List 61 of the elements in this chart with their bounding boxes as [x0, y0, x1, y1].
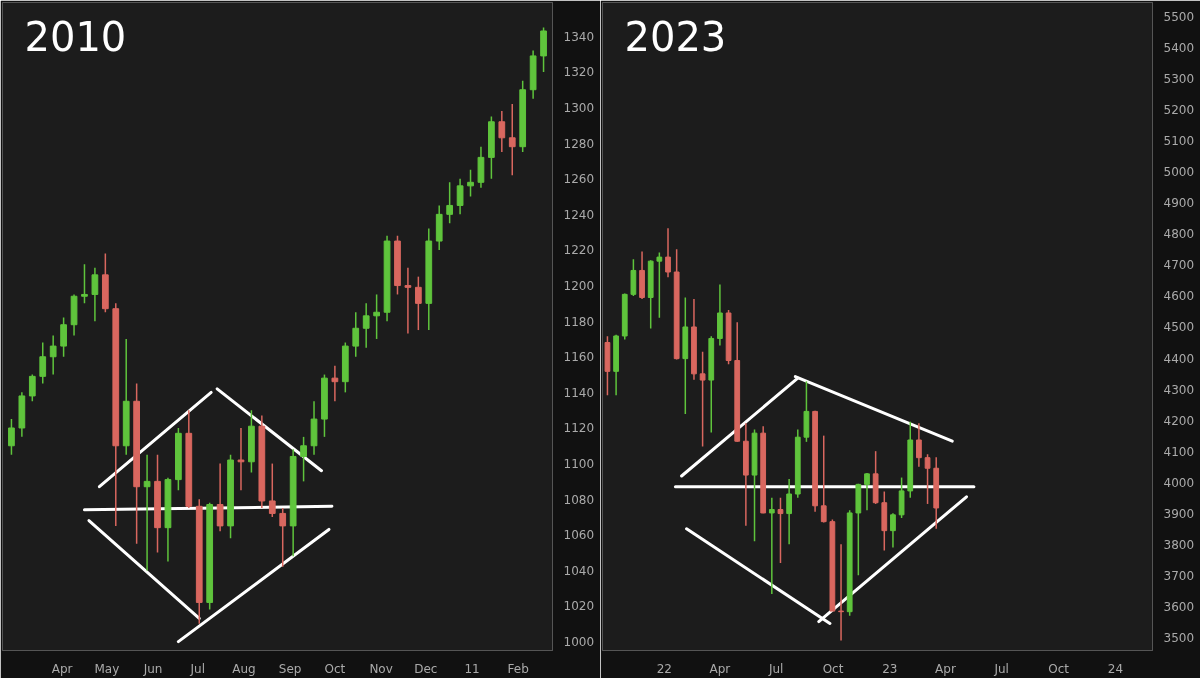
y-tick-label: 3500: [1163, 630, 1195, 645]
x-tick-label: Dec: [414, 661, 438, 676]
y-tick-label: 1340: [563, 29, 595, 44]
y-tick-label: 5400: [1163, 41, 1195, 56]
y-tick-label: 3600: [1163, 599, 1195, 614]
y-tick-label: 1020: [563, 599, 595, 614]
x-tick-label: Jul: [767, 661, 784, 676]
x-tick-label: Feb: [507, 661, 529, 676]
y-tick-label: 1260: [563, 172, 595, 187]
x-tick-label: Apr: [935, 661, 956, 676]
x-tick-label: Sep: [278, 661, 302, 676]
x-tick-label: 22: [656, 661, 672, 676]
y-tick-label: 5200: [1163, 103, 1195, 118]
y-tick-label: 1000: [563, 635, 595, 650]
y-tick-label: 1320: [563, 65, 595, 80]
chart-title: 2023: [624, 13, 727, 60]
x-tick-label: Jul: [189, 661, 205, 676]
y-tick-label: 1060: [563, 528, 595, 543]
y-tick-label: 1080: [563, 492, 595, 507]
y-tick-label: 1160: [563, 350, 595, 365]
y-tick-label: 3900: [1163, 506, 1195, 521]
x-tick-label: Apr: [51, 661, 73, 676]
y-tick-label: 4800: [1163, 227, 1195, 242]
y-tick-label: 1120: [563, 421, 595, 436]
y-tick-label: 5500: [1163, 9, 1195, 24]
chart-title: 2010: [24, 13, 127, 60]
y-tick-label: 4300: [1163, 382, 1195, 397]
y-tick-label: 4700: [1163, 258, 1195, 273]
y-tick-label: 1100: [563, 457, 595, 472]
y-tick-label: 4500: [1163, 320, 1195, 335]
y-tick-label: 1040: [563, 563, 595, 578]
x-tick-label: Apr: [709, 661, 731, 676]
y-tick-label: 5000: [1163, 165, 1195, 180]
y-tick-label: 1280: [563, 136, 595, 151]
y-tick-label: 3800: [1163, 537, 1195, 552]
y-tick-label: 4900: [1163, 196, 1195, 211]
x-tick-label: Aug: [232, 661, 256, 676]
y-tick-label: 4400: [1163, 351, 1195, 366]
x-tick-label: May: [94, 661, 120, 676]
x-tick-label: 11: [464, 661, 480, 676]
y-tick-label: 1140: [563, 385, 595, 400]
y-tick-label: 1200: [563, 279, 595, 294]
x-tick-label: Nov: [369, 661, 393, 676]
y-tick-label: 3700: [1163, 568, 1195, 583]
y-tick-label: 5300: [1163, 72, 1195, 87]
y-tick-label: 1180: [563, 314, 595, 329]
y-tick-label: 5100: [1163, 134, 1195, 149]
y-tick-label: 4600: [1163, 289, 1195, 304]
x-tick-label: Oct: [324, 661, 346, 676]
x-tick-label: Jul: [993, 661, 1009, 676]
x-tick-label: Oct: [1048, 661, 1070, 676]
y-tick-label: 4100: [1163, 444, 1195, 459]
y-tick-label: 1220: [563, 243, 595, 258]
x-tick-label: 24: [1107, 661, 1124, 676]
y-tick-label: 1240: [563, 207, 595, 222]
y-tick-label: 4000: [1163, 475, 1195, 490]
x-tick-label: Jun: [142, 661, 163, 676]
y-tick-label: 1300: [563, 101, 595, 116]
y-tick-label: 4200: [1163, 413, 1195, 428]
x-tick-label: 23: [882, 661, 898, 676]
x-tick-label: Oct: [822, 661, 844, 676]
